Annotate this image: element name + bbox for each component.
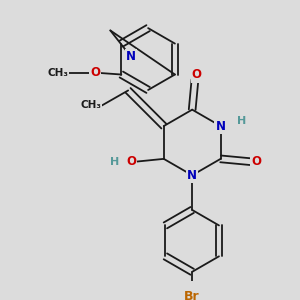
Text: O: O — [251, 155, 261, 168]
Text: O: O — [192, 68, 202, 82]
Text: CH₃: CH₃ — [81, 100, 102, 110]
Text: O: O — [90, 66, 100, 79]
Text: O: O — [126, 155, 136, 168]
Text: N: N — [216, 120, 226, 133]
Text: Br: Br — [184, 290, 200, 300]
Text: N: N — [126, 50, 136, 63]
Text: H: H — [110, 157, 120, 167]
Text: CH₃: CH₃ — [48, 68, 69, 78]
Text: N: N — [187, 169, 197, 182]
Text: H: H — [237, 116, 246, 126]
